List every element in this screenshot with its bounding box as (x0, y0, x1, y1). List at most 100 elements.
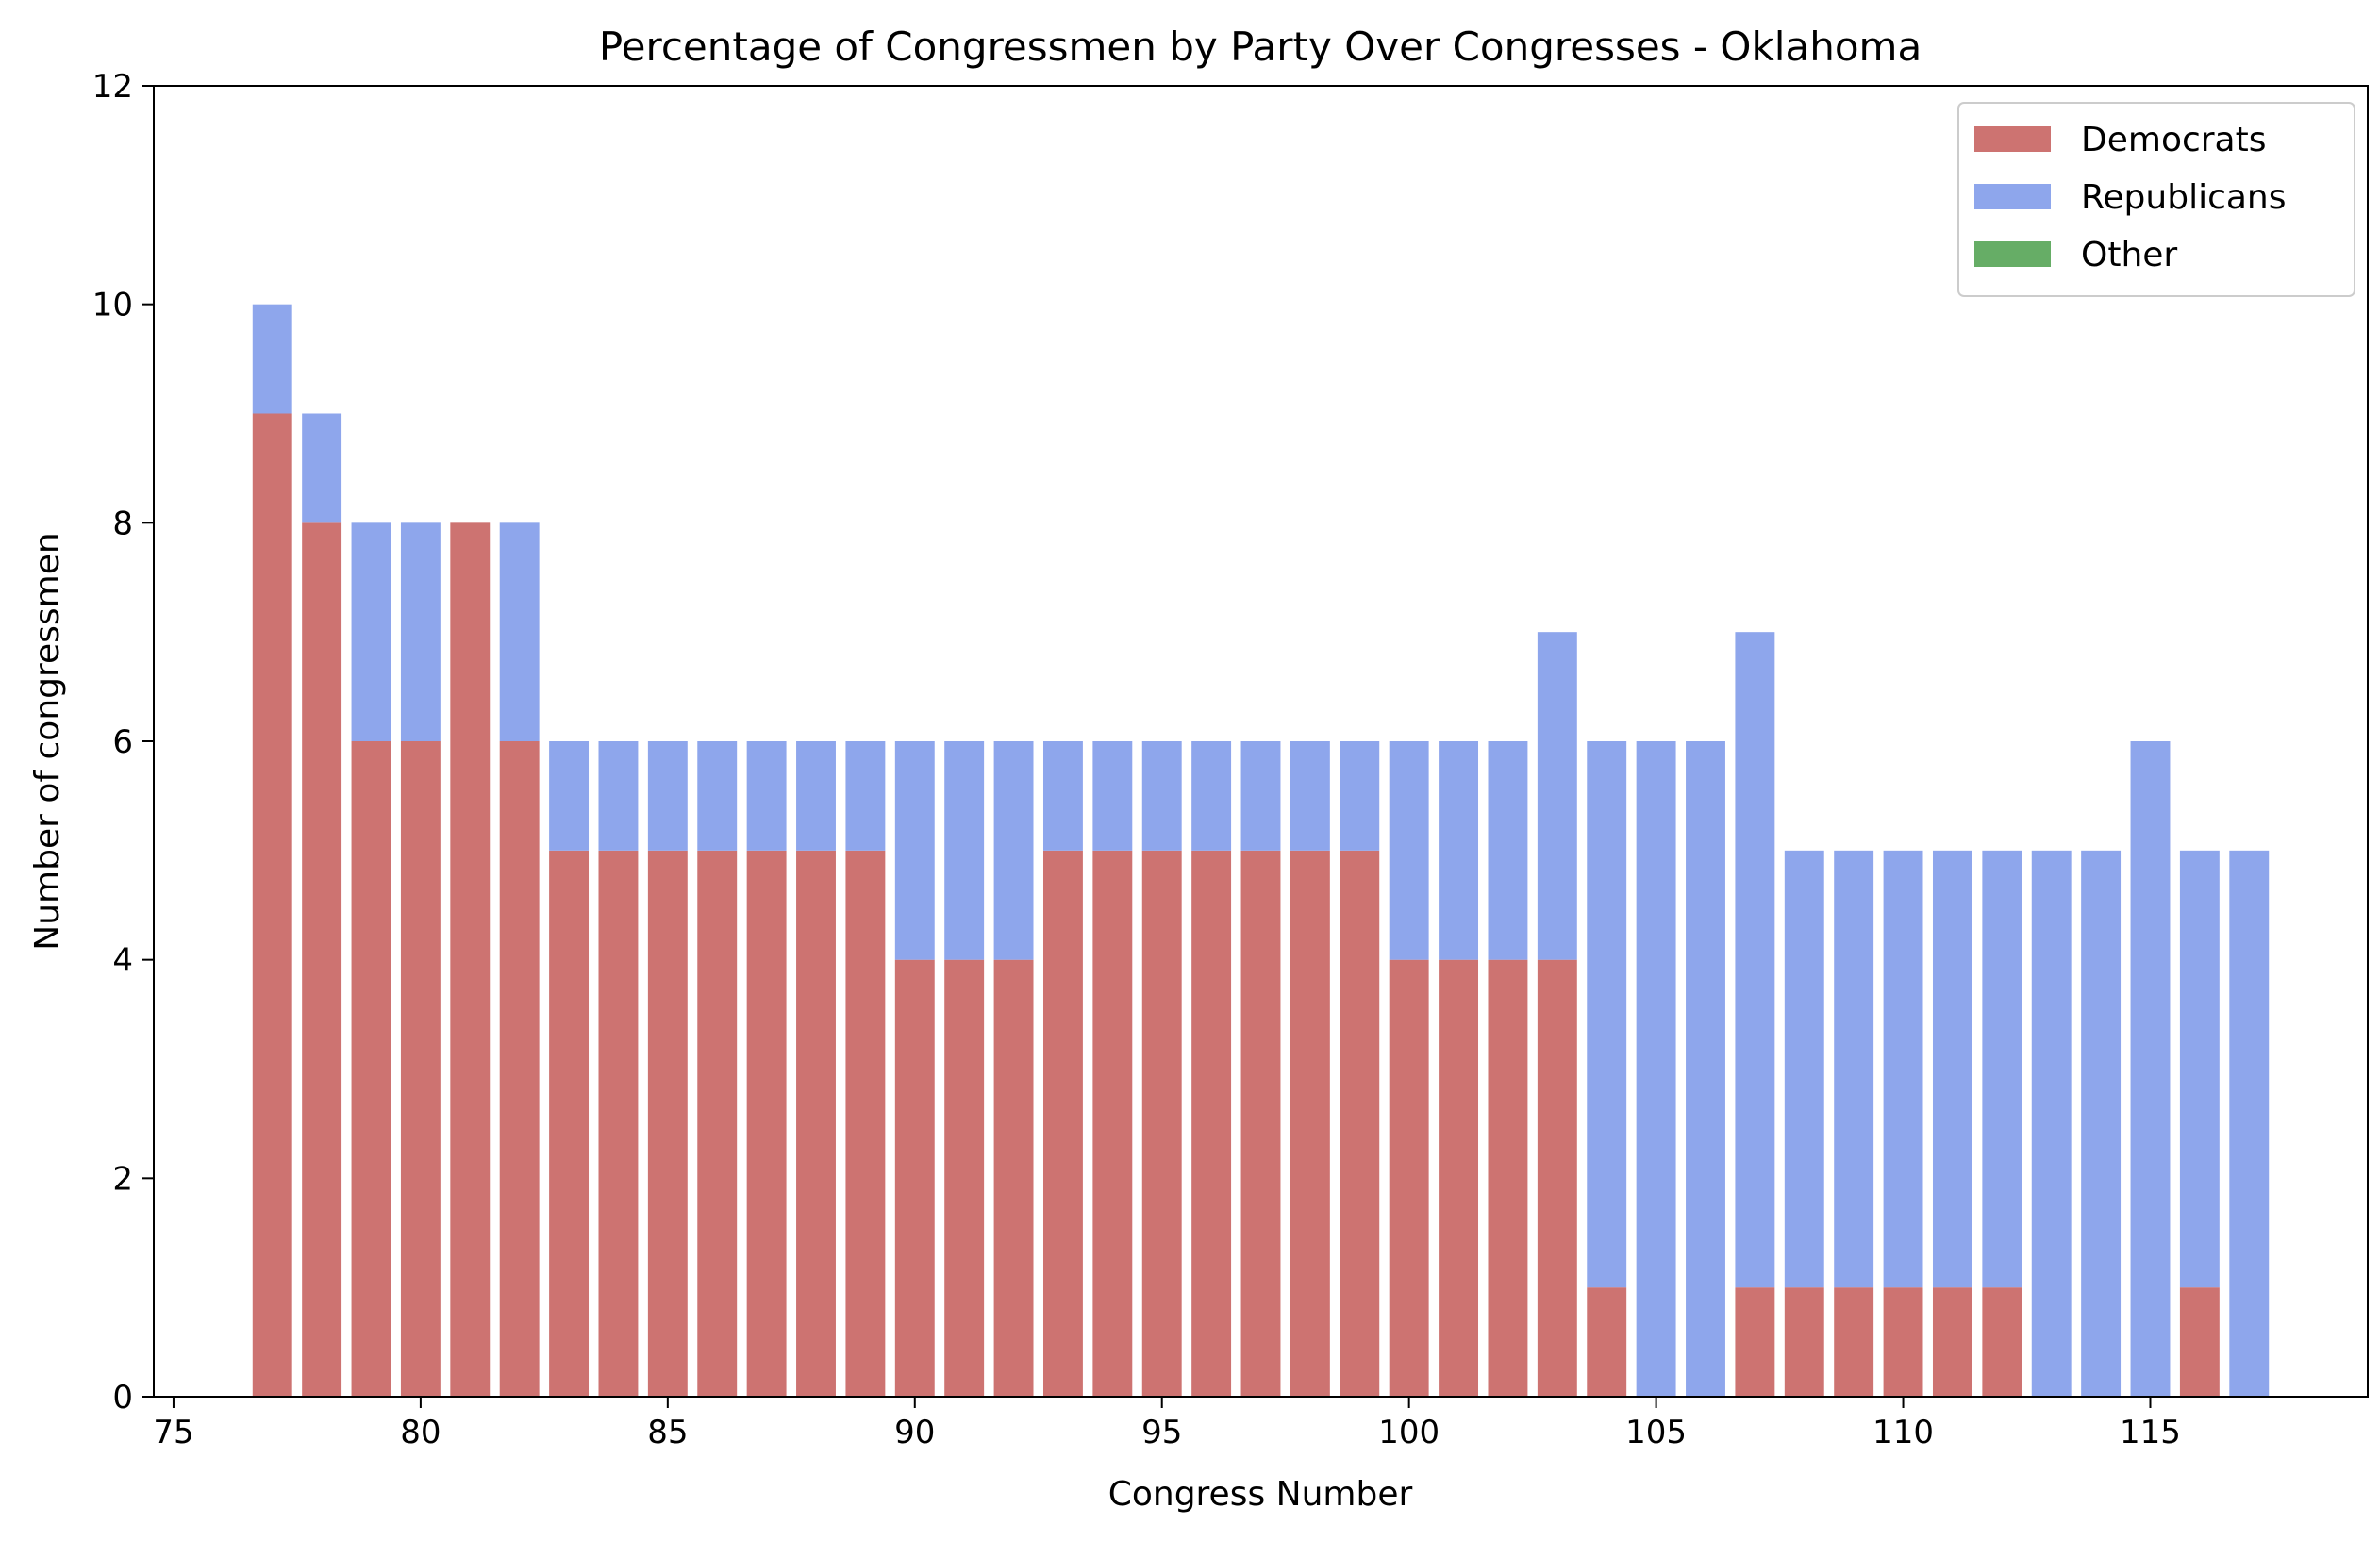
legend-label-democrats: Democrats (2081, 121, 2267, 159)
bar-republicans-80 (400, 522, 441, 741)
bar-republicans-97 (1240, 741, 1281, 851)
bar-democrats-112 (1982, 1287, 2022, 1397)
legend-swatch-democrats (1974, 126, 2051, 152)
bar-republicans-77 (252, 304, 292, 414)
bar-democrats-77 (252, 413, 292, 1397)
x-tick-label: 75 (153, 1414, 193, 1451)
bar-democrats-92 (993, 959, 1034, 1397)
bar-democrats-83 (549, 850, 590, 1397)
bar-democrats-93 (1042, 850, 1083, 1397)
bar-democrats-80 (400, 741, 441, 1397)
bar-democrats-87 (746, 850, 787, 1397)
x-tick-label: 80 (400, 1414, 441, 1451)
y-tick-label: 0 (112, 1379, 133, 1417)
bar-democrats-91 (944, 959, 985, 1397)
legend-swatch-other (1974, 241, 2051, 267)
y-tick-label: 10 (92, 287, 133, 324)
bar-republicans-79 (351, 522, 391, 741)
bar-republicans-109 (1834, 850, 1874, 1288)
bar-democrats-104 (1587, 1287, 1627, 1397)
bar-republicans-86 (697, 741, 738, 851)
y-tick-label: 6 (112, 723, 133, 761)
legend-swatch-republicans (1974, 184, 2051, 209)
bar-democrats-88 (796, 850, 836, 1397)
bar-democrats-101 (1439, 959, 1479, 1397)
bar-republicans-101 (1439, 741, 1479, 960)
x-tick-label: 85 (647, 1414, 688, 1451)
bar-republicans-96 (1191, 741, 1232, 851)
x-axis-ticks: 75 80 85 90 95 100 105 110 115 (153, 1397, 2181, 1451)
bar-democrats-100 (1389, 959, 1429, 1397)
bar-republicans-98 (1290, 741, 1330, 851)
bar-democrats-116 (2179, 1287, 2220, 1397)
bar-republicans-89 (845, 741, 886, 851)
y-axis-ticks: 0 2 4 6 8 10 12 (92, 68, 154, 1417)
bar-republicans-85 (647, 741, 688, 851)
bar-republicans-91 (944, 741, 985, 960)
bar-democrats-86 (697, 850, 738, 1397)
bar-republicans-114 (2081, 850, 2122, 1397)
bar-democrats-95 (1141, 850, 1182, 1397)
x-tick-label: 105 (1625, 1414, 1687, 1451)
bar-democrats-103 (1537, 959, 1577, 1397)
bar-democrats-108 (1784, 1287, 1824, 1397)
bar-democrats-84 (598, 850, 639, 1397)
bar-democrats-102 (1488, 959, 1528, 1397)
bar-democrats-99 (1340, 850, 1380, 1397)
bar-democrats-107 (1735, 1287, 1775, 1397)
bar-republicans-90 (894, 741, 935, 960)
bar-republicans-107 (1735, 632, 1775, 1288)
bar-republicans-104 (1587, 741, 1627, 1288)
bar-republicans-92 (993, 741, 1034, 960)
bar-republicans-88 (796, 741, 836, 851)
bar-republicans-87 (746, 741, 787, 851)
bar-democrats-78 (302, 522, 342, 1397)
y-tick-label: 8 (112, 505, 133, 542)
bar-republicans-115 (2130, 741, 2171, 1397)
x-axis-label: Congress Number (1108, 1475, 1413, 1514)
bar-republicans-116 (2179, 850, 2220, 1288)
bar-democrats-81 (450, 522, 491, 1397)
bar-democrats-82 (499, 741, 540, 1397)
bar-republicans-117 (2229, 850, 2270, 1397)
legend-frame (1957, 102, 2355, 297)
legend-label-other: Other (2081, 236, 2177, 274)
bar-democrats-94 (1092, 850, 1133, 1397)
bar-democrats-97 (1240, 850, 1281, 1397)
x-tick-label: 115 (2120, 1414, 2181, 1451)
bar-republicans-113 (2031, 850, 2072, 1397)
x-tick-label: 95 (1141, 1414, 1182, 1451)
bar-republicans-93 (1042, 741, 1083, 851)
bar-republicans-82 (499, 522, 540, 741)
bar-republicans-95 (1141, 741, 1182, 851)
bar-democrats-79 (351, 741, 391, 1397)
plot-frame (153, 85, 2369, 1398)
bar-republicans-105 (1636, 741, 1676, 1397)
bar-republicans-84 (598, 741, 639, 851)
bar-republicans-103 (1537, 632, 1577, 960)
bar-republicans-108 (1784, 850, 1824, 1288)
bar-democrats-90 (894, 959, 935, 1397)
bar-republicans-106 (1686, 741, 1725, 1397)
bar-republicans-100 (1389, 741, 1429, 960)
bar-republicans-94 (1092, 741, 1133, 851)
bar-democrats-85 (647, 850, 688, 1397)
bar-republicans-78 (302, 413, 342, 523)
y-axis-label: Number of congressmen (28, 532, 67, 950)
legend-label-republicans: Republicans (2081, 178, 2287, 217)
bars-group (252, 304, 2270, 1397)
bar-democrats-98 (1290, 850, 1330, 1397)
bar-democrats-111 (1932, 1287, 1972, 1397)
y-tick-label: 12 (92, 68, 133, 106)
x-tick-label: 110 (1872, 1414, 1934, 1451)
x-tick-label: 90 (894, 1414, 935, 1451)
bar-republicans-102 (1488, 741, 1528, 960)
bar-republicans-112 (1982, 850, 2022, 1288)
bar-democrats-110 (1883, 1287, 1923, 1397)
chart-title: Percentage of Congressmen by Party Over … (599, 24, 1922, 70)
bar-democrats-96 (1191, 850, 1232, 1397)
legend: Democrats Republicans Other (1957, 102, 2355, 297)
y-tick-label: 4 (112, 942, 133, 980)
bar-republicans-111 (1932, 850, 1972, 1288)
